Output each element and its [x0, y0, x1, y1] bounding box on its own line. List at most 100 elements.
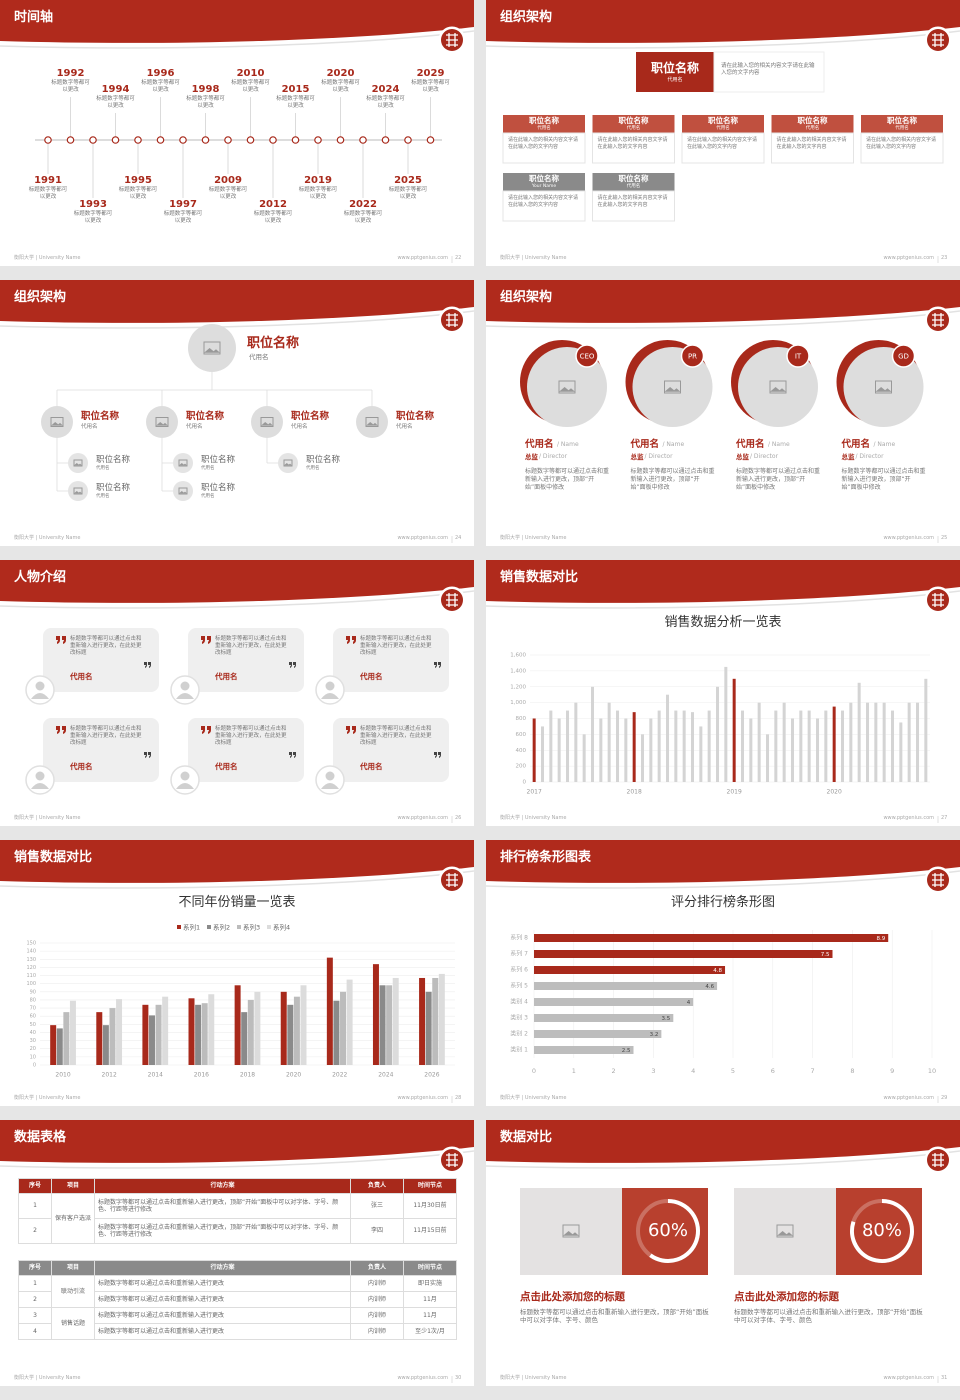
bar	[782, 702, 786, 782]
slide-title: 数据表格	[14, 1130, 67, 1145]
value-label: 4.8	[713, 968, 722, 974]
header-band	[0, 840, 474, 883]
page-number: 28	[455, 1095, 462, 1101]
bar	[807, 710, 811, 782]
author: 代用名	[70, 762, 93, 771]
slide: 0 1 2 3 4 5 6 7 8 9 10 8.9 系列 8 7.5 系列 7 4.8 系列 6 4.6 系列 5…	[486, 840, 960, 1106]
member-name: 代用名	[291, 424, 308, 430]
item-title: 点击此处添加您的标题	[734, 1291, 839, 1303]
bar	[632, 712, 636, 782]
bar	[874, 702, 878, 782]
year: 2012	[259, 199, 287, 210]
slide: 人物介绍 衡阳大学 | University Name www.pptgenius.…	[0, 560, 474, 826]
quote-mark	[346, 726, 356, 734]
slide: 数据表格 衡阳大学 | University Name www.pptgenius.…	[0, 1120, 474, 1386]
bar	[716, 686, 719, 782]
slide: 0 200 400 600 800 1,000 1,200 1,400 1,600 2017 201…	[486, 560, 960, 826]
cell: 11月	[403, 1307, 457, 1324]
header-band	[486, 560, 960, 603]
year: 2022	[349, 199, 377, 210]
cell: 内训师	[350, 1275, 404, 1292]
unit-desc: 请在此输入您的相关内容文字请在此输入您的文字内容	[597, 195, 668, 208]
chart-title: 不同年份销量一览表	[178, 895, 296, 910]
position-name: 代用名	[667, 77, 683, 83]
bar	[326, 957, 333, 1065]
bar	[63, 1012, 70, 1065]
slide-title: 组织架构	[14, 290, 67, 305]
footer-url: www.pptgenius.com	[397, 815, 448, 821]
cell: 11月	[403, 1291, 457, 1308]
y-tick-label: 系列 8	[510, 934, 528, 942]
sub-name: 代用名	[96, 466, 110, 471]
unit-name: 代用名	[626, 184, 641, 189]
top-desc-box	[713, 51, 825, 93]
logo-mark	[446, 33, 458, 47]
slide: 组织架构 衡阳大学 | University Name www.pptgenius.…	[486, 0, 960, 266]
header-cell: 项目	[51, 1178, 95, 1194]
unit-desc: 请在此输入您的相关内容文字请在此输入您的文字内容	[508, 137, 579, 150]
image-icon	[875, 380, 892, 394]
bar	[419, 977, 426, 1065]
bar	[732, 678, 736, 782]
slide: 时间轴 衡阳大学 | University Name www.pptgenius.c…	[0, 0, 474, 266]
member-title: 职位名称	[81, 411, 120, 422]
legend-swatch	[237, 925, 241, 929]
bar	[774, 710, 778, 782]
x-tick-label: 2012	[102, 1072, 117, 1079]
event-text: 标题数字等都可以更改	[298, 187, 338, 201]
footer-text: 衡阳大学 | University Name	[500, 255, 567, 261]
bar	[534, 1030, 662, 1038]
y-tick-label: 40	[30, 1030, 36, 1036]
timeline-dot	[426, 136, 435, 144]
slide-title: 销售数据对比	[14, 850, 93, 865]
timeline-dot	[66, 136, 75, 144]
bar	[591, 686, 594, 782]
header-band	[0, 0, 474, 43]
sub-title: 职位名称	[201, 455, 236, 465]
image-icon	[776, 1224, 794, 1238]
slide-title: 数据对比	[500, 1130, 553, 1145]
event-text: 标题数字等都可以更改	[141, 80, 180, 94]
sub-name: 代用名	[96, 494, 110, 499]
footer-url: www.pptgenius.com	[883, 815, 934, 821]
slide-canvas	[0, 280, 474, 543]
year: 1997	[169, 199, 197, 210]
unit-title: 职位名称	[618, 174, 649, 183]
slide-title: 组织架构	[500, 10, 553, 25]
year: 1992	[56, 68, 85, 79]
year: 2009	[214, 175, 242, 186]
logo-mark	[446, 873, 458, 887]
bar	[425, 991, 432, 1065]
y-tick-label: 200	[516, 764, 527, 770]
year: 1991	[34, 175, 62, 186]
unit-body	[592, 132, 675, 164]
logo-mark	[932, 1153, 944, 1167]
unit-header	[682, 115, 764, 133]
header-cell: 时间节点	[403, 1178, 457, 1194]
bar	[534, 934, 889, 942]
quote-mark	[56, 726, 66, 734]
position-title: 职位名称	[650, 61, 699, 75]
cell: 内训师	[350, 1291, 404, 1308]
badge-label: PR	[688, 353, 697, 361]
year: 1994	[101, 84, 130, 95]
role-en: / Director	[855, 453, 884, 460]
logo-mark	[932, 33, 944, 47]
unit-title: 职位名称	[618, 116, 649, 125]
avatar-head	[180, 681, 190, 691]
page-number: 31	[941, 1375, 948, 1381]
bar	[599, 718, 603, 782]
cell: 李四	[350, 1218, 404, 1244]
event-text: 标题数字等都可以更改	[253, 211, 293, 225]
slide-canvas	[486, 0, 960, 263]
year: 2019	[304, 175, 332, 186]
footer-text: 衡阳大学 | University Name	[500, 1375, 567, 1381]
page-number: 29	[941, 1095, 948, 1101]
x-tick-label: 2010	[55, 1072, 70, 1079]
cell: 11月15日前	[403, 1218, 457, 1244]
bar	[254, 991, 261, 1065]
bar	[816, 718, 819, 782]
y-tick-label: 140	[26, 949, 36, 955]
role: 总监	[525, 453, 538, 461]
logo-mark	[446, 593, 458, 607]
